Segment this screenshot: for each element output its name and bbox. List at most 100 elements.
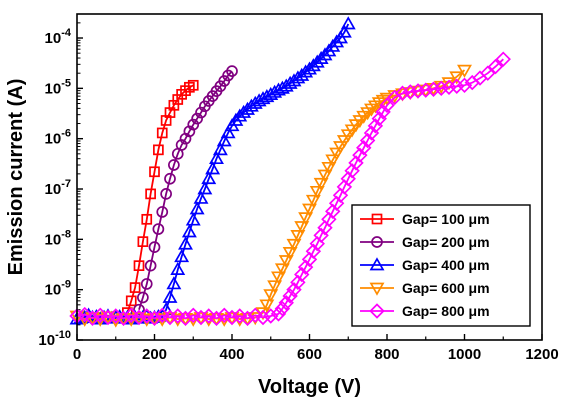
data-point	[495, 51, 511, 67]
data-point	[187, 118, 200, 131]
data-point	[84, 310, 101, 326]
legend-label: Gap= 600 μm	[402, 280, 490, 296]
data-point	[152, 223, 165, 235]
data-point	[141, 213, 153, 225]
data-point	[123, 307, 139, 323]
data-point	[375, 104, 391, 120]
data-point	[189, 201, 205, 215]
data-point	[174, 249, 190, 263]
series-5	[69, 51, 511, 326]
data-point	[336, 135, 352, 149]
data-point	[129, 282, 141, 293]
legend-entry: Gap= 400 μm	[360, 257, 490, 273]
data-point	[197, 181, 213, 195]
x-tick-label: 1200	[525, 346, 558, 363]
data-point	[170, 261, 186, 275]
data-point	[282, 288, 298, 304]
data-point	[137, 236, 149, 247]
x-tick-label: 400	[219, 346, 244, 363]
data-point	[302, 61, 317, 75]
data-point	[148, 241, 161, 253]
data-point	[177, 310, 194, 326]
data-point	[226, 65, 238, 77]
data-point	[108, 308, 124, 324]
data-point	[333, 141, 348, 155]
data-point	[201, 171, 217, 185]
data-point	[267, 280, 283, 294]
y-tick-label: 10-5	[45, 77, 71, 97]
y-tick-label: 10-8	[45, 228, 71, 248]
data-point	[153, 144, 164, 156]
data-point	[309, 54, 325, 68]
plot-frame	[76, 13, 543, 341]
data-point	[394, 85, 411, 101]
series-1	[122, 79, 199, 318]
data-point	[195, 106, 207, 119]
data-point	[228, 112, 244, 126]
data-point	[185, 307, 201, 323]
legend-label: Gap= 400 μm	[402, 257, 490, 273]
x-tick-label: 200	[142, 346, 167, 363]
data-point	[325, 154, 341, 168]
x-tick-label: 600	[297, 346, 322, 363]
data-point	[156, 206, 169, 218]
y-axis-title: Emission current (A)	[5, 79, 27, 276]
data-point	[216, 307, 232, 323]
data-point	[239, 310, 256, 326]
axis-ticks: 0 200 400 600 800 1000 1200 10-10 10-9 10-8 10-7 10…	[38, 13, 559, 363]
legend-label: Gap= 100 μm	[402, 211, 490, 227]
data-point	[100, 309, 116, 326]
data-point	[282, 247, 298, 261]
data-point	[205, 161, 221, 175]
data-point	[271, 271, 286, 285]
data-point	[236, 104, 252, 118]
data-point	[255, 309, 271, 326]
data-point	[160, 188, 172, 200]
data-point	[371, 213, 383, 225]
data-point	[418, 82, 434, 98]
data-point	[178, 236, 193, 250]
data-point	[166, 276, 182, 290]
data-point	[456, 77, 473, 93]
data-point	[369, 303, 385, 319]
data-point	[209, 312, 224, 327]
data-point	[302, 203, 317, 217]
data-point	[140, 278, 153, 290]
data-point	[329, 34, 345, 48]
data-point	[263, 308, 279, 324]
data-point	[313, 177, 329, 191]
data-point	[433, 80, 449, 97]
legend-entry: Gap= 800 μm	[360, 303, 490, 319]
data-point	[305, 58, 321, 72]
series-2	[133, 65, 238, 316]
data-point	[457, 64, 472, 78]
data-point	[232, 108, 248, 122]
data-point	[402, 84, 418, 100]
data-point	[259, 299, 275, 313]
data-point	[208, 310, 225, 326]
data-point	[178, 312, 193, 327]
legend-entry: Gap= 600 μm	[360, 280, 490, 296]
data-point	[92, 307, 108, 323]
data-point	[133, 260, 145, 272]
series-line	[138, 70, 233, 310]
data-point	[369, 257, 385, 271]
legend-entry: Gap= 100 μm	[360, 211, 490, 227]
data-point	[162, 309, 178, 326]
data-point	[224, 309, 240, 326]
data-point	[309, 185, 325, 200]
data-point	[154, 307, 170, 323]
legend-label: Gap= 200 μm	[402, 234, 490, 250]
data-point	[298, 212, 314, 226]
data-point	[131, 309, 147, 326]
data-point	[191, 112, 203, 125]
data-point	[270, 306, 287, 322]
legend-entry: Gap= 200 μm	[360, 234, 490, 250]
y-tick-label: 10-6	[45, 128, 71, 148]
y-tick-label: 10-10	[38, 329, 71, 349]
data-point	[146, 310, 163, 326]
data-point	[274, 263, 290, 277]
data-point	[449, 71, 465, 85]
data-point	[147, 312, 162, 327]
